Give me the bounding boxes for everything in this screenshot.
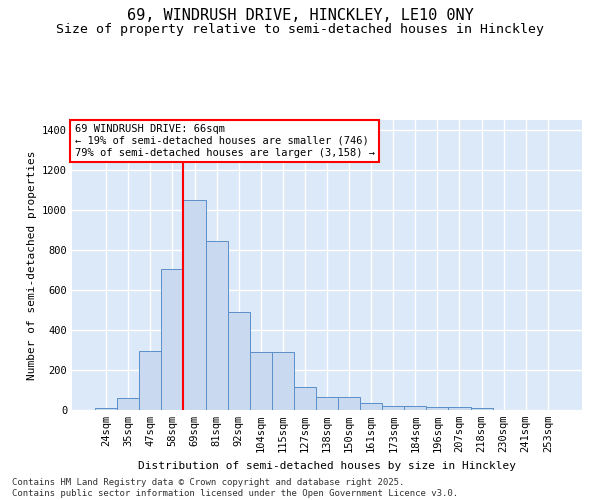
Bar (95, 408, 117, 410)
Bar (206, 241, 227, 410)
Bar (338, 398, 360, 410)
Text: Contains HM Land Registry data © Crown copyright and database right 2025.
Contai: Contains HM Land Registry data © Crown c… (12, 478, 458, 498)
Y-axis label: Number of semi-detached properties: Number of semi-detached properties (26, 150, 37, 380)
Text: 69 WINDRUSH DRIVE: 66sqm
← 19% of semi-detached houses are smaller (746)
79% of : 69 WINDRUSH DRIVE: 66sqm ← 19% of semi-d… (74, 124, 374, 158)
Bar (316, 398, 338, 410)
Bar (161, 269, 184, 410)
Bar (184, 200, 206, 410)
Bar (294, 387, 316, 410)
Bar (404, 406, 427, 410)
Bar (227, 312, 250, 410)
Bar (117, 398, 139, 410)
Bar (360, 403, 382, 410)
Bar (448, 408, 470, 410)
Text: 69, WINDRUSH DRIVE, HINCKLEY, LE10 0NY: 69, WINDRUSH DRIVE, HINCKLEY, LE10 0NY (127, 8, 473, 22)
Bar (139, 351, 161, 410)
X-axis label: Distribution of semi-detached houses by size in Hinckley: Distribution of semi-detached houses by … (138, 460, 516, 470)
Bar (427, 408, 448, 410)
Text: Size of property relative to semi-detached houses in Hinckley: Size of property relative to semi-detach… (56, 22, 544, 36)
Bar (382, 406, 404, 410)
Bar (250, 352, 272, 410)
Bar (470, 408, 493, 410)
Bar (272, 352, 294, 410)
